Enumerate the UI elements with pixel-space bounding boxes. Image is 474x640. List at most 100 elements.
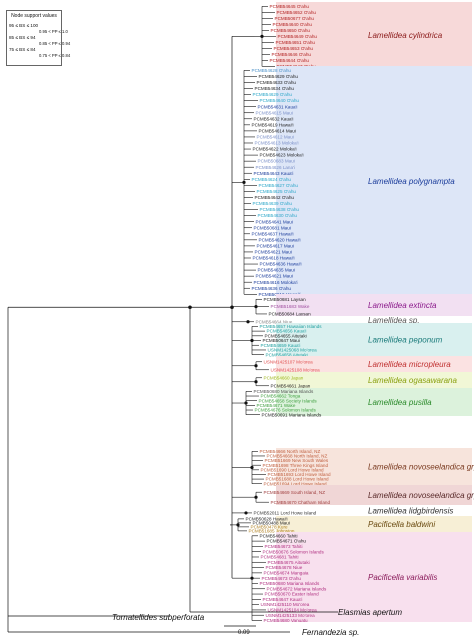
tip-label: PCMB50680 Mariana Islands bbox=[260, 581, 320, 586]
tip-label: PCMB54658 Aitutaki bbox=[266, 352, 308, 357]
tip-label: PCMB54633 O'ahu bbox=[257, 80, 297, 85]
legend-pp-row-1: 0.95 < PP ≤ 1.0 bbox=[39, 29, 68, 34]
tip-label: PCMB51690 Lord Howe Island bbox=[261, 467, 325, 472]
tip-label: PCMB54642 O'ahu bbox=[255, 195, 295, 200]
legend-bs-row-2: 85 ≤ BS ≤ 94 bbox=[9, 35, 36, 40]
outgroup-label: Fernandezia sp. bbox=[302, 628, 359, 637]
tip-label: PCMB54653 O'ahu bbox=[274, 46, 314, 51]
support-node bbox=[260, 34, 264, 38]
tip-label: PCMB50628 Hawai'i bbox=[246, 516, 288, 521]
support-node bbox=[236, 523, 240, 527]
clade-band bbox=[276, 356, 472, 372]
tip-label: PCMB54656 Kaua'i bbox=[267, 329, 307, 334]
support-node bbox=[230, 305, 234, 310]
tip-label: PCMB54639 O'ahu bbox=[253, 201, 293, 206]
tip-label: PCMB50681 Maui bbox=[254, 225, 291, 230]
tip-label: PCMB54640 O'ahu bbox=[260, 98, 300, 103]
clade-label: Lamellidea novoseelandica grp. 2 bbox=[368, 491, 474, 500]
tip-label: PCMB54614 Maui bbox=[259, 128, 296, 133]
support-node bbox=[250, 338, 254, 343]
tip-label: PCMB54623 Moloka'i bbox=[260, 153, 304, 158]
tip-label: PCMB51698 Three Kings Island bbox=[263, 463, 329, 468]
tip-label: PCMB54659 Kaua'i bbox=[261, 343, 301, 348]
tip-label: PCMB54635 Maui bbox=[258, 268, 295, 273]
tip-label: PCMB51693 Lord Howe Island bbox=[268, 472, 332, 477]
clade-label: Lamellidea novoseelandica grp. 1 bbox=[368, 463, 474, 472]
tip-label: PCMB54617 Maui bbox=[257, 243, 294, 248]
tip-label: USNM1425107 Mo'orea bbox=[264, 359, 314, 364]
clade-label: Pacificella baldwini bbox=[368, 520, 435, 529]
support-node bbox=[242, 180, 246, 184]
legend-bs-row-3: 75 ≤ BS ≤ 84 bbox=[9, 47, 36, 52]
tip-label: PCMB54680 Vanuatu bbox=[264, 618, 309, 623]
tip-label: PCMB51685 Johnston bbox=[249, 528, 295, 533]
tip-label: PCMB54658 Society Islands bbox=[259, 398, 318, 403]
clade-label: Lamellidea cylindrica bbox=[368, 31, 443, 40]
tip-label: PCMB54612 Maui bbox=[257, 135, 294, 140]
tip-label: PCMB54627 O'ahu bbox=[259, 183, 299, 188]
tip-label: PCMB54645 O'ahu bbox=[270, 4, 310, 9]
tip-label: USNM1425133 Mo'orea bbox=[266, 613, 316, 618]
tip-label: PCMB54650 O'ahu bbox=[271, 28, 311, 33]
tip-label: PCMB54676 Solomon Islands bbox=[255, 408, 317, 413]
tip-label: PCMB50676 Solomon Islands bbox=[263, 549, 325, 554]
tip-label: PCMB54616 Moloka'i bbox=[254, 280, 298, 285]
tip-label: PCMB50478 Kure bbox=[251, 524, 288, 529]
tip-label: PCMB54621 Maui bbox=[256, 274, 293, 279]
tip-label: PCMB54670 Chatham Island bbox=[271, 500, 331, 505]
clade-label: Lamellidea lidgbirdensis bbox=[368, 507, 453, 516]
tip-label: PCMB54634 O'ahu bbox=[255, 86, 295, 91]
support-node bbox=[244, 511, 248, 515]
tip-label: PCMB54668 North Island, NZ bbox=[267, 454, 328, 459]
support-node bbox=[246, 320, 250, 324]
tip-label: PCMB50488 Maui bbox=[253, 520, 290, 525]
tip-label: PCMB50684 Laysan bbox=[269, 312, 312, 317]
support-legend: Node support values 95 ≤ BS ≤ 100 85 ≤ B… bbox=[6, 10, 70, 66]
tip-label: PCMB54630 O'ahu bbox=[258, 213, 298, 218]
tip-label: PCMB50683 Maui bbox=[258, 159, 295, 164]
tip-label: PCMB50670 Easter Island bbox=[265, 592, 320, 597]
tip-label: PCMB54652 O'ahu bbox=[277, 10, 317, 15]
tip-label: PCMB54660 Japan bbox=[264, 375, 304, 380]
support-node bbox=[250, 465, 254, 470]
tip-label: PCMB54647 Kaua'i bbox=[263, 597, 303, 602]
clade-label: Lamellidea polygnampta bbox=[368, 177, 455, 186]
tip-label: PCMB54669 South Island, NZ bbox=[264, 490, 326, 495]
tip-label: PCMB54632 Kaua'i bbox=[254, 116, 294, 121]
support-node bbox=[254, 495, 258, 499]
clade-band bbox=[276, 323, 472, 356]
support-node bbox=[244, 401, 248, 405]
clade-label: Lamellidea pusilla bbox=[368, 398, 432, 407]
tip-label: PCMB54649 O'ahu bbox=[278, 34, 318, 39]
tip-label: PCMB54631 Kaua'i bbox=[258, 104, 298, 109]
tip-label: PCMB54661 Japan bbox=[271, 383, 311, 388]
tip-label: PCMB54637 Hawai'i bbox=[252, 231, 294, 236]
tip-label: PCMB54619 Hawai'i bbox=[252, 122, 294, 127]
tip-label: PCMB54646 O'ahu bbox=[272, 52, 312, 57]
legend-title: Node support values bbox=[11, 13, 57, 19]
legend-bs-row-1: 95 ≤ BS ≤ 100 bbox=[9, 23, 39, 28]
tip-label: PCMB54620 Hawai'i bbox=[259, 237, 301, 242]
tip-label: PCMB54621 Maui bbox=[255, 250, 292, 255]
clade-band bbox=[276, 448, 472, 485]
tip-label: PCMB54681 Tahiti bbox=[261, 555, 299, 560]
tip-label: PCMB54673 Tahiti bbox=[265, 544, 303, 549]
tip-label: PCMB54624 O'ahu bbox=[252, 177, 292, 182]
tip-label: PCMB54657 Hawaiian Islands bbox=[260, 324, 323, 329]
tip-label: PCMB54671 Wake bbox=[257, 403, 296, 408]
tip-label: PCMB54613 Moloka'i bbox=[255, 141, 299, 146]
tip-label: USNM1425104 Mo'orea bbox=[268, 608, 318, 613]
clade-label: Lamellidea extincta bbox=[368, 301, 437, 310]
tip-label: PCMB54641 Maui bbox=[256, 219, 293, 224]
tip-label: PCMB54636 Hawai'i bbox=[260, 262, 302, 267]
tip-label: PCMB54629 O'ahu bbox=[259, 74, 299, 79]
legend-pp-row-3: 0.75 < PP ≤ 0.84 bbox=[39, 53, 71, 58]
tip-label: PCMB50691 Mariana Islands bbox=[262, 412, 322, 417]
support-node bbox=[188, 305, 192, 310]
legend-pp-row-2: 0.85 < PP ≤ 0.94 bbox=[39, 41, 71, 46]
tip-label: PCMB51688 Lord Howe Island bbox=[266, 477, 330, 482]
tip-label: PCMB54622 Moloka'i bbox=[253, 147, 297, 152]
tip-label: PCMB54673 O'ahu bbox=[262, 576, 302, 581]
tip-label: PCMB54662 Tonga bbox=[261, 394, 301, 399]
clade-band bbox=[276, 316, 472, 324]
